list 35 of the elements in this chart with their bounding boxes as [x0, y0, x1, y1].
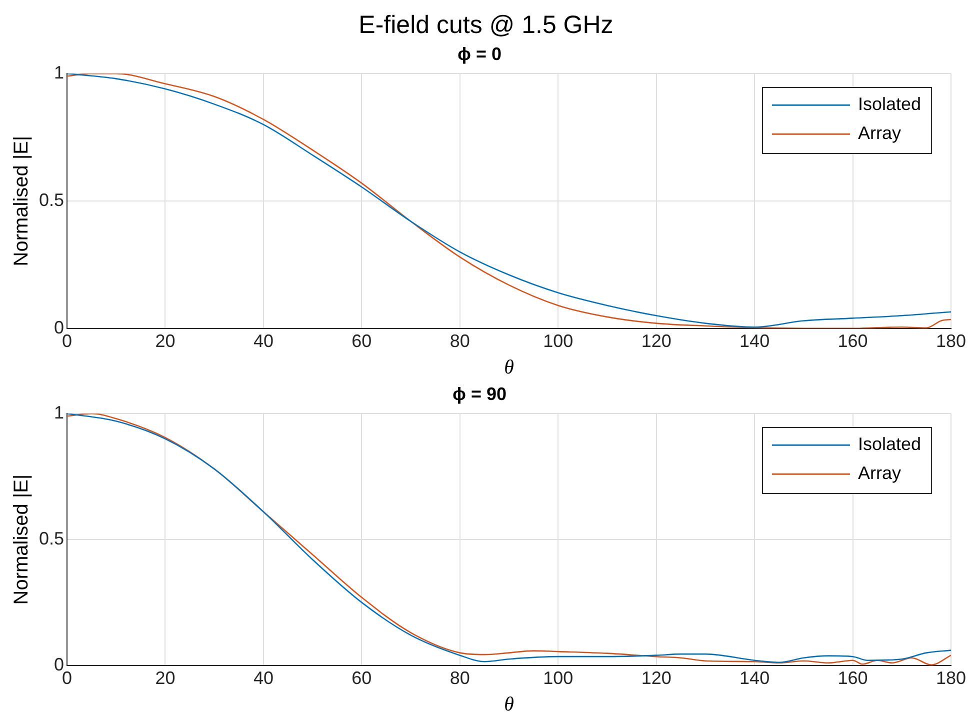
text: E-field cuts @ 1.5 GHz [358, 10, 614, 41]
chart-title: ϕ = 0 [457, 44, 502, 64]
legend-label: Isolated [858, 434, 922, 454]
x-tick-label: 100 [543, 668, 574, 688]
chart-title: ϕ = 90 [452, 384, 507, 404]
x-tick-label: 60 [352, 668, 372, 688]
x-tick-label: 80 [450, 668, 470, 688]
x-axis-title: θ [504, 356, 514, 378]
y-tick-label: 1 [54, 402, 64, 423]
x-tick-label: 140 [740, 668, 770, 688]
x-tick-label: 100 [543, 331, 574, 352]
x-tick-label: 120 [641, 668, 672, 688]
x-tick-label: 140 [740, 331, 770, 352]
y-axis-title: Normalised |E| [10, 136, 33, 266]
x-tick-label: 40 [253, 331, 274, 352]
legend-label: Isolated [858, 94, 922, 114]
x-tick-label: 180 [936, 331, 966, 352]
x-tick-label: 160 [838, 331, 868, 352]
x-tick-label: 80 [450, 331, 470, 352]
x-tick-label: 20 [155, 668, 176, 688]
x-tick-label: 60 [352, 331, 372, 352]
legend-label: Array [858, 463, 901, 484]
x-tick-label: 40 [253, 668, 274, 688]
y-axis-title: Normalised |E| [10, 474, 33, 605]
legend-label: Array [858, 123, 901, 144]
x-tick-label: 20 [155, 331, 176, 352]
y-tick-label: 0.5 [38, 190, 64, 210]
x-tick-label: 180 [936, 668, 966, 688]
y-tick-label: 0 [54, 654, 64, 674]
y-tick-label: 1 [54, 62, 64, 83]
x-axis-title: θ [504, 693, 514, 716]
y-tick-label: 0 [54, 317, 64, 338]
y-tick-label: 0.5 [38, 528, 64, 548]
x-tick-label: 120 [641, 331, 672, 352]
x-tick-label: 160 [838, 668, 868, 688]
